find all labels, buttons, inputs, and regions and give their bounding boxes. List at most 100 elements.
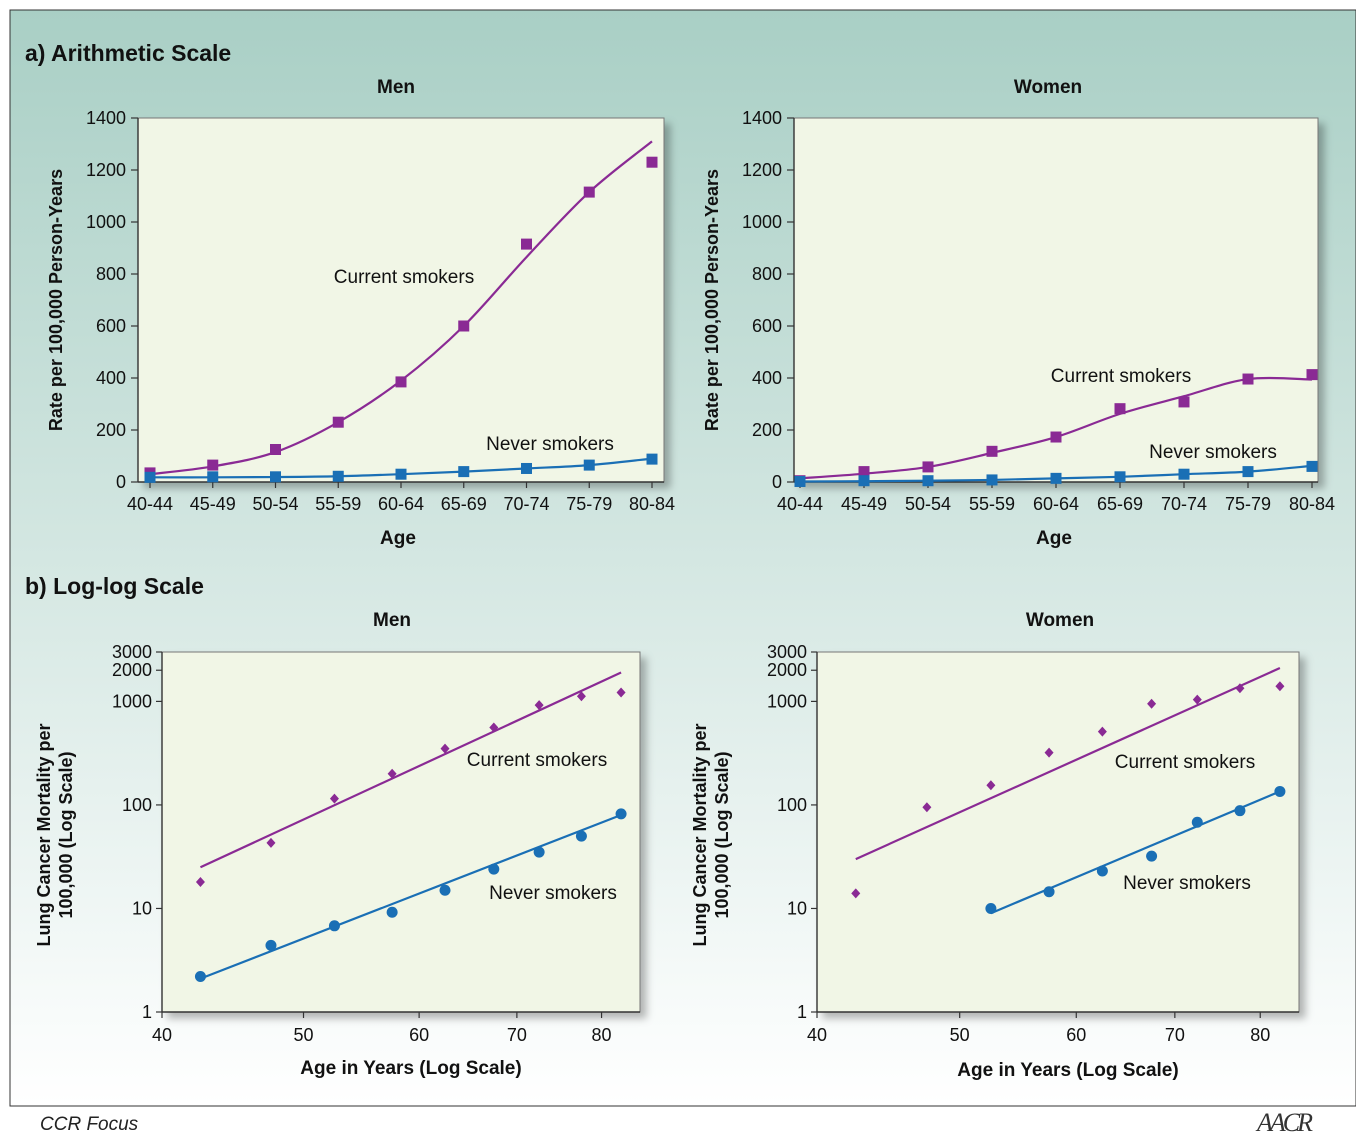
y-tick-label: 1: [142, 1002, 152, 1022]
section-a-title: a) Arithmetic Scale: [25, 40, 231, 66]
data-point-never: [1178, 468, 1190, 480]
data-point-current: [1147, 698, 1157, 709]
data-point-never: [1191, 816, 1203, 828]
data-point-never: [270, 471, 281, 483]
data-point-current: [195, 877, 205, 888]
data-point-current: [1306, 369, 1318, 381]
data-point-never: [1234, 805, 1246, 817]
y-tick-label: 1400: [86, 108, 126, 128]
plot-area: [816, 651, 1300, 1013]
data-point-current: [851, 888, 861, 899]
x-tick-label: 75-79: [1225, 494, 1271, 514]
data-point-never: [1274, 785, 1286, 797]
x-tick-label: 45-49: [841, 494, 887, 514]
data-point-current: [395, 376, 407, 388]
y-tick-label: 10: [787, 898, 807, 918]
data-point-current: [458, 320, 470, 332]
x-tick-label: 50-54: [252, 494, 298, 514]
x-axis-label: Age in Years (Log Scale): [957, 1060, 1178, 1081]
y-axis-label-line2: 100,000 (Log Scale): [712, 751, 732, 918]
chart-title: Men: [377, 77, 415, 98]
y-tick-label: 200: [96, 420, 126, 440]
x-tick-label: 50: [293, 1025, 313, 1045]
y-tick-label: 3000: [767, 642, 807, 662]
plot-area: [137, 117, 665, 483]
data-point-current: [534, 700, 544, 711]
x-tick-label: 65-69: [441, 494, 487, 514]
data-point-current: [1178, 396, 1190, 408]
data-point-current: [986, 780, 996, 791]
y-tick-label: 1000: [767, 691, 807, 711]
data-point-current: [922, 802, 932, 813]
y-tick-label: 1000: [86, 212, 126, 232]
data-point-current: [616, 687, 626, 698]
y-tick-label: 400: [96, 368, 126, 388]
data-point-never: [521, 462, 532, 474]
data-point-current: [1242, 373, 1254, 385]
series-label: Current smokers: [467, 750, 607, 771]
data-point-never: [985, 902, 997, 914]
fit-line-never-smokers: [990, 790, 1281, 915]
x-tick-label: 55-59: [315, 494, 361, 514]
y-tick-label: 10: [132, 898, 152, 918]
data-point-never: [922, 475, 934, 487]
x-tick-label: 70-74: [1161, 494, 1207, 514]
data-point-current: [1097, 726, 1107, 737]
data-point-never: [646, 453, 658, 465]
x-tick-label: 80-84: [1289, 494, 1335, 514]
x-tick-label: 80: [1250, 1025, 1270, 1045]
y-axis-label: Rate per 100,000 Person-Years: [702, 169, 722, 431]
data-point-never: [1043, 886, 1055, 898]
x-axis-label: Age: [380, 528, 416, 549]
data-point-current: [1192, 694, 1202, 705]
chart-a-men: Men Age Rate per 100,000 Person-Years 0 200 4…: [46, 77, 675, 549]
data-point-current: [576, 691, 586, 702]
data-point-current: [858, 466, 870, 478]
y-axis-label: Rate per 100,000 Person-Years: [46, 169, 66, 431]
data-point-current: [521, 238, 532, 250]
x-tick-label: 40: [807, 1025, 827, 1045]
data-point-current: [440, 743, 450, 754]
x-tick-label: 50-54: [905, 494, 951, 514]
data-point-current: [387, 768, 397, 779]
y-axis-label-line1: Lung Cancer Mortality per: [690, 723, 710, 946]
data-point-never: [858, 475, 870, 487]
x-tick-label: 55-59: [969, 494, 1015, 514]
chart-title: Women: [1014, 77, 1082, 98]
chart-b-women: Women Age in Years (Log Scale) Lung Cancer…: [690, 610, 1300, 1081]
x-tick-label: 75-79: [566, 494, 612, 514]
data-point-never: [533, 846, 545, 858]
chart-title: Men: [373, 610, 411, 631]
y-tick-label: 200: [752, 420, 782, 440]
data-point-never: [1096, 865, 1108, 877]
series-label: Never smokers: [489, 883, 617, 904]
series-label: Never smokers: [486, 434, 614, 455]
data-point-never: [1146, 850, 1158, 862]
y-tick-label: 1200: [86, 160, 126, 180]
y-tick-label: 100: [777, 795, 807, 815]
y-tick-label: 600: [96, 316, 126, 336]
data-point-current: [986, 445, 998, 457]
y-tick-label: 1400: [742, 108, 782, 128]
data-point-never: [458, 466, 470, 478]
x-tick-label: 40: [152, 1025, 172, 1045]
series-line-current-smokers: [149, 140, 653, 476]
x-tick-label: 50: [950, 1025, 970, 1045]
data-point-current: [1044, 747, 1054, 758]
y-tick-label: 800: [752, 264, 782, 284]
data-point-never: [1242, 466, 1254, 478]
fit-line-never-smokers: [200, 813, 622, 980]
series-label: Current smokers: [1051, 366, 1191, 387]
x-tick-label: 65-69: [1097, 494, 1143, 514]
data-point-never: [395, 468, 407, 480]
y-axis-label: Lung Cancer Mortality per 100,000 (Log Sc…: [690, 723, 732, 946]
x-tick-label: 60-64: [1033, 494, 1079, 514]
data-point-current: [1050, 431, 1062, 443]
data-point-never: [1050, 472, 1062, 484]
x-tick-label: 60-64: [378, 494, 424, 514]
y-tick-label: 1: [797, 1002, 807, 1022]
y-tick-label: 2000: [112, 660, 152, 680]
y-tick-label: 400: [752, 368, 782, 388]
fit-line-current-smokers: [199, 671, 622, 869]
